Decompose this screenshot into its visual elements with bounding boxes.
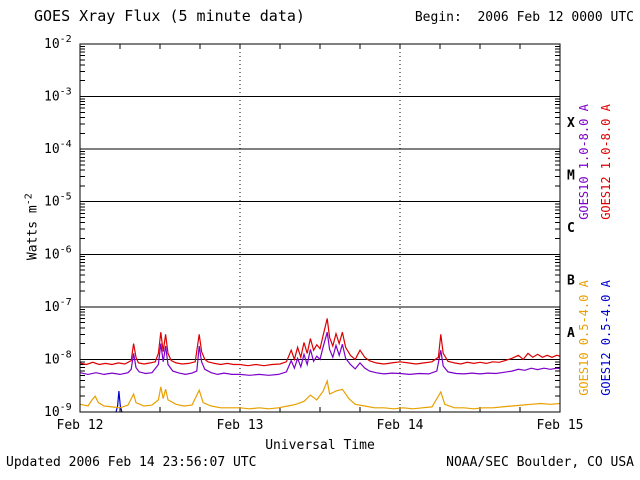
series-goes10-long (79, 332, 561, 376)
flare-class-c: C (567, 221, 575, 236)
series-label-goes12-long: GOES12 1.0-8.0 A (599, 103, 613, 219)
series-label-goes10-short: GOES10 0.5-4.0 A (577, 279, 591, 395)
y-tick-label: 10-7 (44, 297, 72, 315)
page-title: GOES Xray Flux (5 minute data) (34, 7, 305, 25)
updated-timestamp: Updated 2006 Feb 14 23:56:07 UTC (6, 455, 257, 470)
y-axis-label-exponent: -2 (23, 193, 35, 206)
series-label-goes12-short: GOES12 0.5-4.0 A (599, 279, 613, 395)
flare-class-x: X (567, 116, 575, 131)
begin-timestamp: Begin: 2006 Feb 12 0000 UTC (414, 10, 634, 25)
series-goes10-short (79, 378, 561, 410)
y-axis-label: Watts m-2 (23, 177, 40, 277)
x-axis-label: Universal Time (265, 438, 375, 453)
series-goes12-long (79, 318, 561, 367)
flare-class-m: M (567, 168, 575, 183)
y-tick-label: 10-6 (44, 244, 72, 262)
x-tick-label: Feb 12 (57, 418, 104, 433)
y-tick-label: 10-4 (44, 139, 72, 157)
series-label-goes10-long: GOES10 1.0-8.0 A (577, 103, 591, 219)
y-tick-label: 10-2 (44, 34, 72, 52)
x-tick-label: Feb 14 (377, 418, 424, 433)
y-tick-label: 10-8 (44, 349, 72, 367)
x-tick-label: Feb 13 (217, 418, 264, 433)
y-axis-label-text: Watts m (25, 205, 41, 261)
plot-frame (79, 43, 561, 413)
flare-class-a: A (567, 326, 575, 341)
series-goes12-short (115, 391, 123, 413)
flare-class-b: B (567, 274, 575, 289)
x-tick-label: Feb 15 (537, 418, 584, 433)
source-credit: NOAA/SEC Boulder, CO USA (446, 455, 634, 470)
y-tick-label: 10-5 (44, 192, 72, 210)
y-tick-label: 10-3 (44, 87, 72, 105)
